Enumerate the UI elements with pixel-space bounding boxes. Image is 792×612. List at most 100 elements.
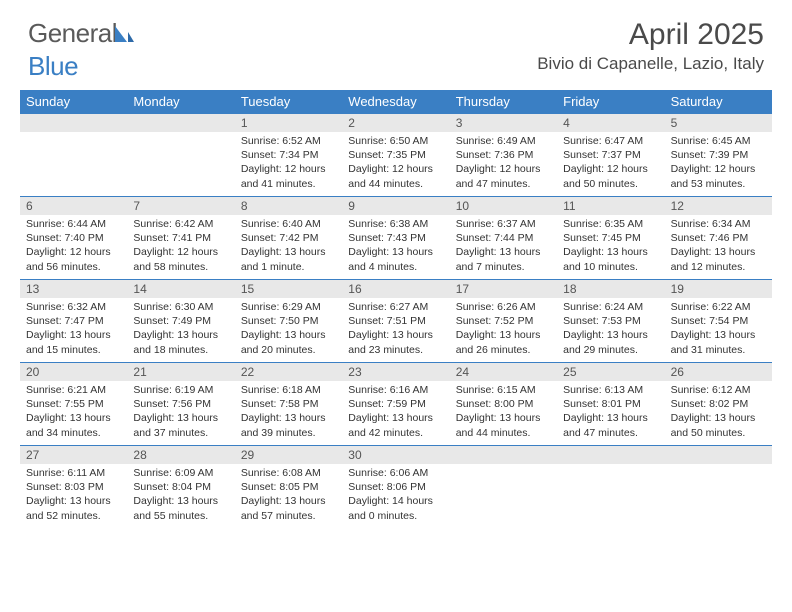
- day-info-line: Sunset: 7:47 PM: [26, 314, 121, 328]
- day-number: 29: [235, 446, 342, 464]
- day-info-line: Sunset: 7:43 PM: [348, 231, 443, 245]
- calendar-day-cell: 11Sunrise: 6:35 AMSunset: 7:45 PMDayligh…: [557, 197, 664, 279]
- calendar-day-cell: 5Sunrise: 6:45 AMSunset: 7:39 PMDaylight…: [665, 114, 772, 196]
- calendar-day-cell: [665, 446, 772, 528]
- calendar-day-cell: 10Sunrise: 6:37 AMSunset: 7:44 PMDayligh…: [450, 197, 557, 279]
- day-info-line: Sunset: 7:44 PM: [456, 231, 551, 245]
- day-number: 22: [235, 363, 342, 381]
- calendar-day-cell: 13Sunrise: 6:32 AMSunset: 7:47 PMDayligh…: [20, 280, 127, 362]
- sail-icon: [113, 20, 135, 51]
- day-number: 20: [20, 363, 127, 381]
- day-body: Sunrise: 6:13 AMSunset: 8:01 PMDaylight:…: [557, 381, 664, 444]
- day-info-line: Daylight: 12 hours: [133, 245, 228, 259]
- day-info-line: Daylight: 13 hours: [241, 494, 336, 508]
- calendar-day-cell: 22Sunrise: 6:18 AMSunset: 7:58 PMDayligh…: [235, 363, 342, 445]
- day-info-line: and 55 minutes.: [133, 509, 228, 523]
- day-info-line: Sunrise: 6:09 AM: [133, 466, 228, 480]
- day-info-line: Daylight: 13 hours: [133, 494, 228, 508]
- day-number: 9: [342, 197, 449, 215]
- day-info-line: and 37 minutes.: [133, 426, 228, 440]
- calendar-day-cell: 6Sunrise: 6:44 AMSunset: 7:40 PMDaylight…: [20, 197, 127, 279]
- day-header-cell: Friday: [557, 90, 664, 113]
- day-info-line: and 50 minutes.: [671, 426, 766, 440]
- day-body: Sunrise: 6:11 AMSunset: 8:03 PMDaylight:…: [20, 464, 127, 527]
- calendar-day-cell: 30Sunrise: 6:06 AMSunset: 8:06 PMDayligh…: [342, 446, 449, 528]
- day-number: 8: [235, 197, 342, 215]
- day-number: 27: [20, 446, 127, 464]
- day-number: 28: [127, 446, 234, 464]
- day-body: Sunrise: 6:38 AMSunset: 7:43 PMDaylight:…: [342, 215, 449, 278]
- day-info-line: Sunset: 7:45 PM: [563, 231, 658, 245]
- day-body: [127, 132, 234, 138]
- day-info-line: and 50 minutes.: [563, 177, 658, 191]
- day-info-line: Daylight: 12 hours: [563, 162, 658, 176]
- day-header-row: SundayMondayTuesdayWednesdayThursdayFrid…: [20, 90, 772, 113]
- day-info-line: Sunset: 7:42 PM: [241, 231, 336, 245]
- day-info-line: and 15 minutes.: [26, 343, 121, 357]
- day-info-line: Sunset: 7:39 PM: [671, 148, 766, 162]
- day-info-line: Sunrise: 6:06 AM: [348, 466, 443, 480]
- day-number: 16: [342, 280, 449, 298]
- calendar-week-row: 27Sunrise: 6:11 AMSunset: 8:03 PMDayligh…: [20, 445, 772, 528]
- day-body: Sunrise: 6:21 AMSunset: 7:55 PMDaylight:…: [20, 381, 127, 444]
- day-info-line: Sunrise: 6:42 AM: [133, 217, 228, 231]
- day-info-line: Daylight: 13 hours: [671, 245, 766, 259]
- day-info-line: Sunset: 7:55 PM: [26, 397, 121, 411]
- day-info-line: Sunrise: 6:11 AM: [26, 466, 121, 480]
- day-info-line: Daylight: 13 hours: [456, 328, 551, 342]
- day-body: Sunrise: 6:52 AMSunset: 7:34 PMDaylight:…: [235, 132, 342, 195]
- day-body: Sunrise: 6:27 AMSunset: 7:51 PMDaylight:…: [342, 298, 449, 361]
- day-body: [665, 464, 772, 470]
- brand-part1: General: [28, 18, 117, 48]
- day-info-line: and 47 minutes.: [563, 426, 658, 440]
- day-number: 23: [342, 363, 449, 381]
- day-info-line: and 0 minutes.: [348, 509, 443, 523]
- day-header-cell: Thursday: [450, 90, 557, 113]
- day-body: Sunrise: 6:40 AMSunset: 7:42 PMDaylight:…: [235, 215, 342, 278]
- day-info-line: Sunset: 8:03 PM: [26, 480, 121, 494]
- day-info-line: Sunrise: 6:08 AM: [241, 466, 336, 480]
- calendar-day-cell: 4Sunrise: 6:47 AMSunset: 7:37 PMDaylight…: [557, 114, 664, 196]
- day-number: 3: [450, 114, 557, 132]
- calendar-day-cell: 15Sunrise: 6:29 AMSunset: 7:50 PMDayligh…: [235, 280, 342, 362]
- day-info-line: and 23 minutes.: [348, 343, 443, 357]
- day-info-line: Sunset: 7:41 PM: [133, 231, 228, 245]
- day-info-line: Sunrise: 6:50 AM: [348, 134, 443, 148]
- day-info-line: Daylight: 13 hours: [26, 494, 121, 508]
- day-info-line: Sunset: 7:37 PM: [563, 148, 658, 162]
- day-info-line: and 58 minutes.: [133, 260, 228, 274]
- day-info-line: Sunset: 7:34 PM: [241, 148, 336, 162]
- day-info-line: Daylight: 13 hours: [133, 328, 228, 342]
- day-info-line: Sunrise: 6:40 AM: [241, 217, 336, 231]
- day-info-line: and 34 minutes.: [26, 426, 121, 440]
- day-info-line: Sunset: 7:49 PM: [133, 314, 228, 328]
- day-info-line: Sunrise: 6:32 AM: [26, 300, 121, 314]
- day-info-line: Sunset: 7:54 PM: [671, 314, 766, 328]
- calendar-day-cell: 26Sunrise: 6:12 AMSunset: 8:02 PMDayligh…: [665, 363, 772, 445]
- day-info-line: Sunrise: 6:19 AM: [133, 383, 228, 397]
- day-number: 17: [450, 280, 557, 298]
- day-number: [20, 114, 127, 132]
- calendar-day-cell: [450, 446, 557, 528]
- calendar-day-cell: [20, 114, 127, 196]
- title-block: April 2025 Bivio di Capanelle, Lazio, It…: [537, 18, 764, 74]
- day-info-line: Sunset: 8:00 PM: [456, 397, 551, 411]
- calendar-day-cell: 20Sunrise: 6:21 AMSunset: 7:55 PMDayligh…: [20, 363, 127, 445]
- day-info-line: Sunset: 7:58 PM: [241, 397, 336, 411]
- calendar-day-cell: 18Sunrise: 6:24 AMSunset: 7:53 PMDayligh…: [557, 280, 664, 362]
- day-info-line: Sunset: 7:53 PM: [563, 314, 658, 328]
- calendar-week-row: 1Sunrise: 6:52 AMSunset: 7:34 PMDaylight…: [20, 113, 772, 196]
- calendar-day-cell: 24Sunrise: 6:15 AMSunset: 8:00 PMDayligh…: [450, 363, 557, 445]
- day-body: Sunrise: 6:45 AMSunset: 7:39 PMDaylight:…: [665, 132, 772, 195]
- day-info-line: Sunrise: 6:49 AM: [456, 134, 551, 148]
- day-body: Sunrise: 6:47 AMSunset: 7:37 PMDaylight:…: [557, 132, 664, 195]
- day-body: Sunrise: 6:50 AMSunset: 7:35 PMDaylight:…: [342, 132, 449, 195]
- day-body: Sunrise: 6:08 AMSunset: 8:05 PMDaylight:…: [235, 464, 342, 527]
- day-info-line: Daylight: 12 hours: [671, 162, 766, 176]
- day-info-line: Sunrise: 6:13 AM: [563, 383, 658, 397]
- calendar-day-cell: 14Sunrise: 6:30 AMSunset: 7:49 PMDayligh…: [127, 280, 234, 362]
- day-info-line: Daylight: 13 hours: [671, 411, 766, 425]
- brand-text: GeneralBlue: [28, 18, 135, 82]
- day-header-cell: Saturday: [665, 90, 772, 113]
- day-body: Sunrise: 6:22 AMSunset: 7:54 PMDaylight:…: [665, 298, 772, 361]
